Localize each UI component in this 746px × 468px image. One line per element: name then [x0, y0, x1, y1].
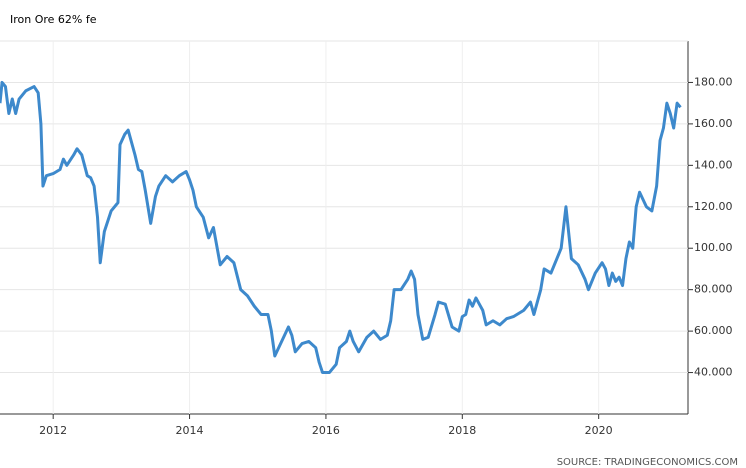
x-tick-label: 2014: [176, 424, 204, 437]
y-tick-label: 120.00: [694, 200, 733, 213]
chart-title: Iron Ore 62% fe: [10, 13, 97, 26]
y-tick-label: 100.00: [694, 241, 733, 254]
y-tick-label: 80.000: [694, 283, 733, 296]
y-tick-label: 160.00: [694, 117, 733, 130]
y-tick-label: 40.000: [694, 366, 733, 379]
line-series: [0, 80, 682, 375]
x-tick-label: 2016: [312, 424, 340, 437]
x-tick-label: 2020: [585, 424, 613, 437]
x-tick-label: 2018: [448, 424, 476, 437]
y-tick-label: 60.000: [694, 324, 733, 337]
source: SOURCE: TRADINGECONOMICS.COM: [557, 457, 738, 468]
x-tick-label: 2012: [39, 424, 67, 437]
y-tick-label: 140.00: [694, 158, 733, 171]
y-tick-label: 180.00: [694, 75, 733, 88]
